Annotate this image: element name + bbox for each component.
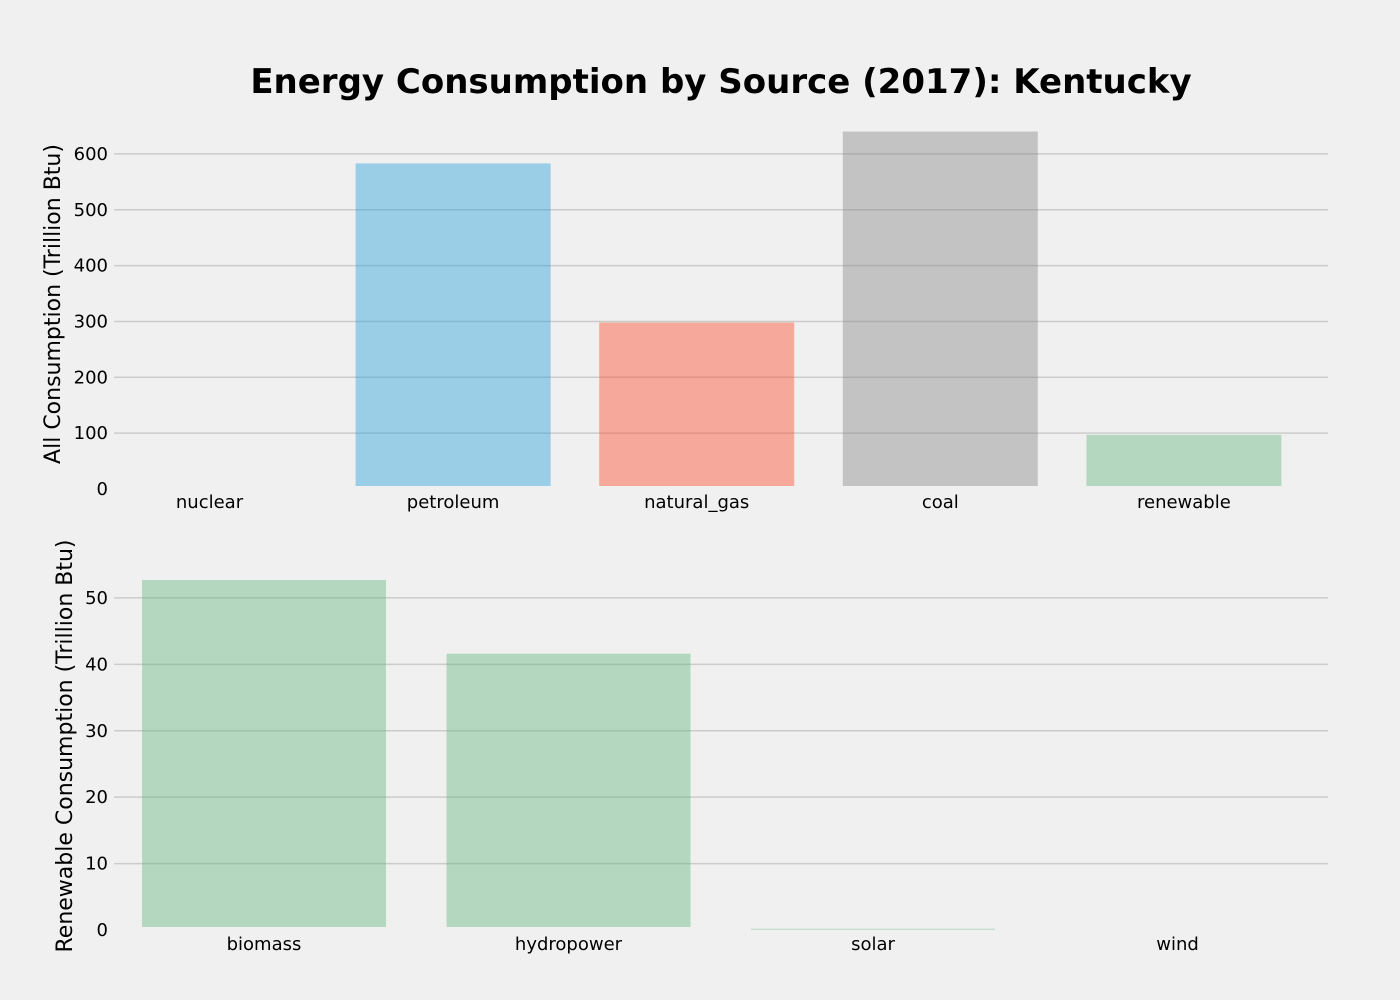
y-axis-label: Renewable Consumption (Trillion Btu) xyxy=(53,539,78,952)
bar-solar xyxy=(751,928,995,930)
bar-coal xyxy=(842,131,1038,487)
x-tick-label: coal xyxy=(922,492,959,513)
y-tick-label: 0 xyxy=(97,479,108,500)
x-tick-label: petroleum xyxy=(407,492,500,513)
bar-petroleum xyxy=(355,163,551,486)
bar-natural-gas xyxy=(599,322,795,486)
all-consumption-panel: 0 100 200 300 400 500 600 nuclear petroleum natur… xyxy=(41,131,1328,513)
x-tick-label: hydropower xyxy=(515,934,623,955)
x-tick-label: biomass xyxy=(227,934,302,955)
x-tick-label: nuclear xyxy=(176,492,244,513)
y-tick-label: 30 xyxy=(85,721,108,742)
y-axis-label: All Consumption (Trillion Btu) xyxy=(41,144,66,464)
y-tick-label: 300 xyxy=(74,311,108,332)
x-tick-label: solar xyxy=(851,934,895,955)
y-tick-label: 20 xyxy=(85,787,108,808)
y-tick-label: 600 xyxy=(74,144,108,165)
chart-title: Energy Consumption by Source (2017): Ken… xyxy=(250,62,1191,102)
y-tick-label: 200 xyxy=(74,367,108,388)
x-tick-label: renewable xyxy=(1137,492,1231,513)
bar-renewable xyxy=(1086,434,1282,486)
x-tick-label: wind xyxy=(1156,934,1199,955)
bar-biomass xyxy=(142,579,386,927)
y-tick-label: 0 xyxy=(97,920,108,941)
x-tick-label: natural_gas xyxy=(644,492,749,513)
y-tick-label: 10 xyxy=(85,854,108,875)
renewable-consumption-panel: 0 10 20 30 40 50 biomass hydropower solar wind Ren… xyxy=(53,539,1328,955)
y-tick-label: 40 xyxy=(85,654,108,675)
y-tick-label: 500 xyxy=(74,200,108,221)
bar-hydropower xyxy=(446,653,691,927)
y-tick-label: 50 xyxy=(85,588,108,609)
y-tick-label: 100 xyxy=(74,423,108,444)
y-tick-label: 400 xyxy=(74,256,108,277)
